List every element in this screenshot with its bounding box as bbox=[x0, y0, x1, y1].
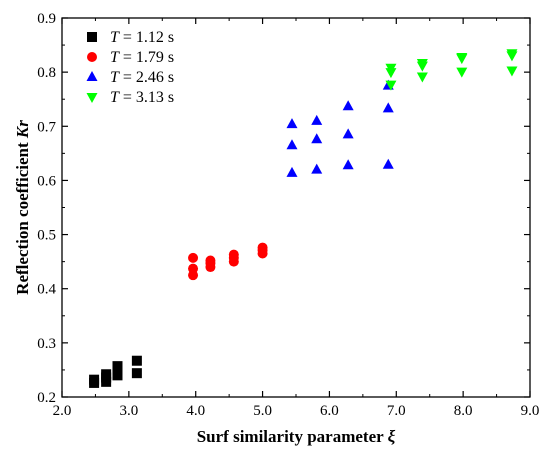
x-axis-label-symbol: ξ bbox=[388, 427, 396, 446]
data-point bbox=[101, 369, 112, 380]
legend-label: T = 2.46 s bbox=[110, 69, 174, 86]
series-1 bbox=[89, 355, 142, 388]
y-axis-label-symbol: Kr bbox=[13, 120, 32, 139]
legend-label-symbol: T bbox=[110, 69, 120, 86]
legend: T = 1.12 sT = 1.79 sT = 2.46 sT = 3.13 s bbox=[86, 29, 174, 106]
legend-item-1: T = 1.12 s bbox=[87, 29, 174, 46]
data-point bbox=[131, 355, 142, 366]
y-tick-label: 0.2 bbox=[37, 390, 56, 406]
data-point bbox=[112, 370, 123, 381]
legend-item-3: T = 2.46 s bbox=[86, 69, 174, 86]
legend-marker bbox=[86, 93, 98, 103]
data-point bbox=[342, 100, 354, 111]
legend-label-value: = 1.12 s bbox=[119, 29, 174, 46]
legend-label-symbol: T bbox=[110, 29, 120, 46]
data-point bbox=[382, 158, 394, 169]
data-point bbox=[205, 255, 216, 266]
data-point bbox=[416, 58, 428, 69]
series-4 bbox=[385, 49, 518, 91]
data-point bbox=[112, 361, 123, 372]
data-point bbox=[311, 163, 323, 174]
legend-item-2: T = 1.79 s bbox=[87, 49, 174, 66]
data-point bbox=[131, 368, 142, 379]
y-tick-label: 0.3 bbox=[37, 336, 56, 352]
series-2 bbox=[188, 242, 268, 281]
data-point bbox=[188, 252, 199, 263]
plot-axes: 2.0 3.0 4.0 5.0 6.0 7.0 8.0 9.0 0.2 0.3 0.4 0.5 0.6 0… bbox=[37, 11, 539, 419]
x-tick-label: 2.0 bbox=[53, 403, 72, 419]
legend-label-symbol: T bbox=[110, 89, 120, 106]
x-tick-label: 8.0 bbox=[454, 403, 473, 419]
data-point bbox=[382, 102, 394, 113]
legend-item-4: T = 3.13 s bbox=[86, 89, 174, 106]
legend-label-symbol: T bbox=[110, 49, 120, 66]
x-tick-label: 6.0 bbox=[320, 403, 339, 419]
y-axis-label: Reflection coefficient Kr bbox=[13, 120, 32, 295]
y-tick-label: 0.6 bbox=[37, 173, 56, 189]
x-tick-label: 3.0 bbox=[119, 403, 138, 419]
legend-label: T = 1.12 s bbox=[110, 29, 174, 46]
x-axis-label: Surf similarity parameter ξ bbox=[197, 427, 396, 446]
data-point bbox=[385, 80, 397, 91]
data-point bbox=[311, 114, 323, 125]
y-tick-label: 0.7 bbox=[37, 119, 56, 135]
data-point bbox=[311, 133, 323, 144]
legend-label-value: = 1.79 s bbox=[119, 49, 174, 66]
y-tick-label: 0.9 bbox=[37, 11, 56, 27]
data-point bbox=[286, 166, 298, 177]
data-point bbox=[456, 52, 468, 63]
series-3 bbox=[286, 79, 394, 177]
x-tick-label: 5.0 bbox=[253, 403, 272, 419]
data-point bbox=[89, 374, 100, 385]
legend-marker bbox=[87, 32, 97, 42]
y-tick-label: 0.8 bbox=[37, 65, 56, 81]
legend-marker bbox=[86, 71, 98, 81]
x-tick-label: 7.0 bbox=[387, 403, 406, 419]
y-tick-label: 0.4 bbox=[37, 282, 56, 298]
data-point bbox=[286, 118, 298, 129]
data-point bbox=[506, 49, 518, 60]
legend-label: T = 1.79 s bbox=[110, 49, 174, 66]
data-point bbox=[342, 159, 354, 170]
data-point bbox=[342, 128, 354, 139]
legend-marker bbox=[87, 52, 97, 62]
x-tick-label: 9.0 bbox=[521, 403, 540, 419]
y-tick-label: 0.5 bbox=[37, 228, 56, 244]
data-point bbox=[286, 139, 298, 150]
x-tick-label: 4.0 bbox=[186, 403, 205, 419]
data-point bbox=[257, 242, 268, 253]
data-point bbox=[385, 63, 397, 74]
x-axis-label-main: Surf similarity parameter bbox=[197, 427, 388, 446]
data-points bbox=[89, 49, 518, 388]
y-axis-label-main: Reflection coefficient bbox=[13, 138, 32, 295]
data-point bbox=[188, 263, 199, 274]
data-point bbox=[506, 66, 518, 77]
legend-label-value: = 2.46 s bbox=[119, 69, 174, 86]
legend-label-value: = 3.13 s bbox=[119, 89, 174, 106]
legend-label: T = 3.13 s bbox=[110, 89, 174, 106]
data-point bbox=[228, 249, 239, 260]
data-point bbox=[456, 67, 468, 78]
data-point bbox=[416, 72, 428, 83]
